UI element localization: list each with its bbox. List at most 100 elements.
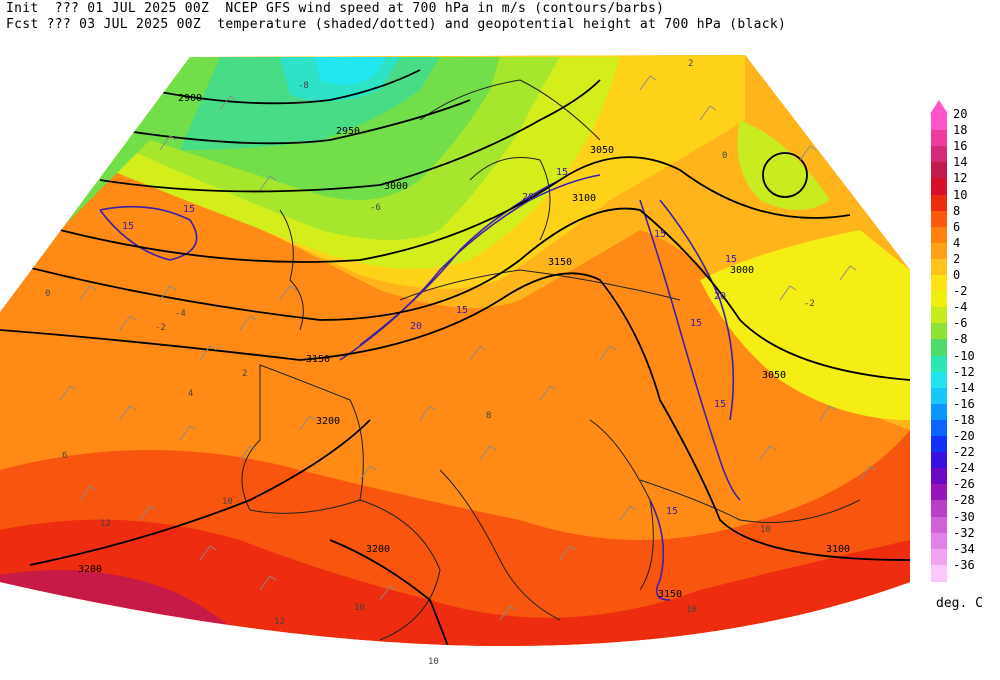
legend-label: 8: [953, 205, 960, 217]
height-label: 3150: [548, 257, 572, 268]
wind-label: 15: [183, 204, 195, 215]
legend-label: -16: [953, 398, 975, 410]
height-label: 3100: [826, 544, 850, 555]
wind-label: 15: [456, 305, 468, 316]
legend-swatch: [931, 356, 947, 373]
wind-label: 15: [556, 167, 568, 178]
legend-swatch: [931, 565, 947, 582]
legend-arrow-up-icon: [930, 100, 948, 114]
legend-swatch: [931, 517, 947, 534]
temp-label: 10: [222, 497, 233, 507]
legend-label: -12: [953, 366, 975, 378]
legend-label: 10: [953, 189, 967, 201]
wind-label: 15: [714, 399, 726, 410]
temp-label: 10: [354, 603, 365, 613]
legend-units: deg. C: [936, 596, 983, 611]
legend-swatch: [931, 468, 947, 485]
temp-label: 12: [100, 519, 111, 529]
legend-swatch: [931, 259, 947, 276]
wind-label: 15: [122, 221, 134, 232]
legend-label: -8: [953, 333, 967, 345]
wind-label: 15: [666, 506, 678, 517]
temp-label: -2: [804, 299, 815, 309]
legend-swatch: [931, 549, 947, 566]
legend-label: -36: [953, 559, 975, 571]
legend-swatch: [931, 291, 947, 308]
legend-label: -26: [953, 478, 975, 490]
legend-label: -32: [953, 527, 975, 539]
temp-label: 8: [486, 411, 491, 421]
legend-label: -2: [953, 285, 967, 297]
legend-swatch: [931, 436, 947, 453]
height-label: 2950: [336, 126, 360, 137]
legend-label: 12: [953, 172, 967, 184]
temperature-shading: [0, 40, 920, 680]
legend-label: 16: [953, 140, 967, 152]
legend-swatch: [931, 388, 947, 405]
wind-label: 15: [654, 229, 666, 240]
temp-label: 6: [62, 451, 67, 461]
wind-label: 20: [714, 291, 726, 302]
legend-swatch: [931, 452, 947, 469]
legend-label: 0: [953, 269, 960, 281]
temp-label: 0: [45, 289, 50, 299]
legend-label: -34: [953, 543, 975, 555]
height-label: 3050: [762, 370, 786, 381]
temp-label: -4: [175, 309, 186, 319]
legend-label: 18: [953, 124, 967, 136]
height-label: 3200: [316, 416, 340, 427]
legend-label: -22: [953, 446, 975, 458]
height-label: 2900: [178, 93, 202, 104]
legend-swatch: [931, 114, 947, 131]
temp-label: 10: [686, 605, 697, 615]
temp-label: 10: [760, 525, 771, 535]
legend-label: -14: [953, 382, 975, 394]
legend-swatch: [931, 275, 947, 292]
legend-label: -18: [953, 414, 975, 426]
legend-label: 20: [953, 108, 967, 120]
temp-label: 2: [688, 59, 693, 69]
height-label: 3000: [730, 265, 754, 276]
wind-label: 20: [410, 321, 422, 332]
height-label: 3100: [572, 193, 596, 204]
legend-label: -24: [953, 462, 975, 474]
height-label: 3150: [306, 354, 330, 365]
legend-swatch: [931, 130, 947, 147]
temp-label: 2: [242, 369, 247, 379]
legend-swatch: [931, 484, 947, 501]
legend-swatch: [931, 243, 947, 260]
height-label: 3200: [366, 544, 390, 555]
temp-label: 12: [274, 617, 285, 627]
legend-label: -20: [953, 430, 975, 442]
legend-swatch: [931, 178, 947, 195]
temp-label: -6: [370, 203, 381, 213]
wind-label: 15: [690, 318, 702, 329]
legend-swatch: [931, 420, 947, 437]
legend-swatch: [931, 146, 947, 163]
legend-swatch: [931, 162, 947, 179]
legend-swatch: [931, 533, 947, 550]
legend-label: -6: [953, 317, 967, 329]
height-label: 3000: [384, 181, 408, 192]
legend-label: 6: [953, 221, 960, 233]
legend-swatch: [931, 372, 947, 389]
legend-swatch: [931, 323, 947, 340]
height-label: 3150: [658, 589, 682, 600]
legend-swatch: [931, 500, 947, 517]
legend-label: 4: [953, 237, 960, 249]
wind-label: 20: [522, 192, 534, 203]
temp-label: 0: [722, 151, 727, 161]
temp-label: 10: [428, 657, 439, 667]
legend-swatch: [931, 227, 947, 244]
legend-swatch: [931, 307, 947, 324]
legend-swatch: [931, 211, 947, 228]
height-label: 3050: [590, 145, 614, 156]
temp-label: -8: [298, 81, 309, 91]
legend-label: 2: [953, 253, 960, 265]
legend-label: 14: [953, 156, 967, 168]
legend-swatch: [931, 339, 947, 356]
temp-label: -2: [155, 323, 166, 333]
legend-label: -30: [953, 511, 975, 523]
legend-label: -10: [953, 350, 975, 362]
